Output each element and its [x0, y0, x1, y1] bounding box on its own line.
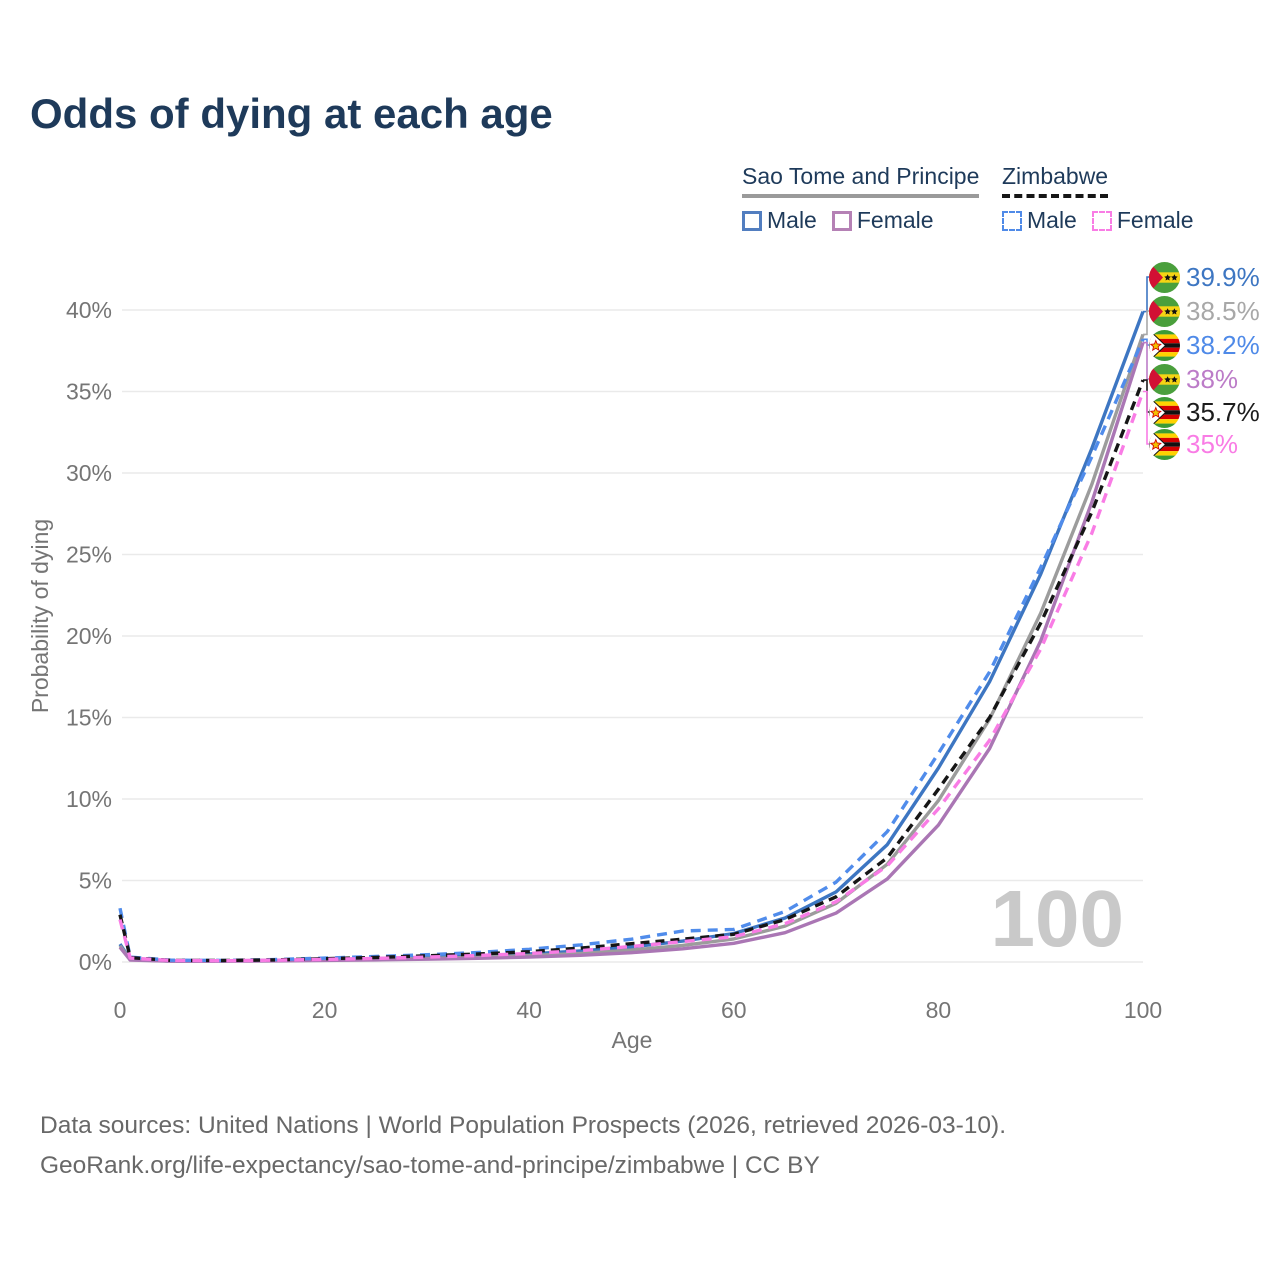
- end-label-value: 38.5%: [1186, 295, 1260, 326]
- end-label-stp-male: 39.9%: [1149, 261, 1260, 293]
- zimbabwe-flag-icon: [1149, 397, 1180, 428]
- x-tick-label: 0: [114, 997, 127, 1023]
- zimbabwe-flag-icon: [1149, 429, 1180, 460]
- x-tick-label: 40: [516, 997, 542, 1023]
- y-tick-label: 25%: [66, 542, 112, 568]
- chart-title: Odds of dying at each age: [30, 90, 553, 137]
- end-label-value: 38.2%: [1186, 329, 1260, 360]
- zimbabwe-flag-icon: [1149, 330, 1180, 361]
- x-tick-label: 20: [312, 997, 338, 1023]
- series-line-zwe_total[interactable]: [118, 379, 1145, 963]
- y-tick-label: 40%: [66, 297, 112, 323]
- legend-group-sao-tome: Sao Tome and Principe Male Female: [742, 163, 980, 234]
- sao-tome-and-principe-flag-icon: [1149, 262, 1180, 293]
- legend-item-zwe-male[interactable]: Male: [1002, 207, 1077, 234]
- end-label-stp-total: 38.5%: [1149, 295, 1260, 327]
- data-source-note: Data sources: United Nations | World Pop…: [40, 1106, 1006, 1186]
- legend-label-male: Male: [1027, 207, 1077, 233]
- end-label-value: 38%: [1186, 363, 1239, 394]
- legend-label-female: Female: [856, 207, 934, 233]
- sao-tome-and-principe-flag-icon: [1149, 296, 1180, 327]
- zwe-female-swatch[interactable]: [1091, 210, 1112, 231]
- end-label-zwe-total: 35.7%: [1149, 396, 1260, 428]
- y-tick-label: 10%: [66, 786, 112, 812]
- legend-label-female: Female: [1116, 207, 1194, 233]
- end-label-zwe-female: 35%: [1149, 428, 1238, 460]
- end-label-value: 35%: [1186, 428, 1239, 459]
- y-tick-label: 35%: [66, 379, 112, 405]
- stp-male-swatch[interactable]: [742, 210, 762, 231]
- data-source-line2: GeoRank.org/life-expectancy/sao-tome-and…: [40, 1152, 820, 1179]
- stp-female-swatch[interactable]: [831, 210, 852, 231]
- zwe-male-swatch[interactable]: [1002, 210, 1022, 231]
- x-axis-title: Age: [612, 1027, 653, 1053]
- y-axis-title: Probability of dying: [27, 519, 53, 713]
- series-line-zwe_male[interactable]: [118, 338, 1145, 963]
- legend-item-stp-male[interactable]: Male: [742, 207, 817, 234]
- data-source-line1: Data sources: United Nations | World Pop…: [40, 1112, 1007, 1139]
- x-tick-label: 60: [721, 997, 747, 1023]
- series-line-stp_total[interactable]: [118, 333, 1145, 963]
- end-label-value: 39.9%: [1186, 261, 1260, 292]
- y-tick-label: 15%: [66, 705, 112, 731]
- y-tick-label: 5%: [79, 868, 112, 894]
- series-line-zwe_female[interactable]: [118, 390, 1145, 963]
- legend-group-zimbabwe: Zimbabwe Male Female: [1002, 163, 1194, 234]
- end-label-zwe-male: 38.2%: [1149, 329, 1260, 361]
- legend-label-male: Male: [767, 207, 817, 233]
- y-tick-label: 30%: [66, 460, 112, 486]
- x-tick-label: 100: [1124, 997, 1162, 1023]
- legend-country-sao-tome[interactable]: Sao Tome and Principe: [742, 163, 980, 198]
- end-label-stp-female: 38%: [1149, 363, 1238, 395]
- age-counter-watermark: 100: [991, 874, 1124, 963]
- y-tick-label: 0%: [79, 949, 112, 975]
- sao-tome-and-principe-flag-icon: [1149, 364, 1180, 395]
- end-label-value: 35.7%: [1186, 396, 1260, 427]
- legend-item-zwe-female[interactable]: Female: [1091, 207, 1194, 234]
- legend-country-zimbabwe[interactable]: Zimbabwe: [1002, 163, 1109, 198]
- legend-item-stp-female[interactable]: Female: [831, 207, 934, 234]
- series-line-stp_female[interactable]: [118, 342, 1145, 963]
- x-tick-label: 80: [926, 997, 952, 1023]
- line-chart[interactable]: Age Probability of dying 0% 5% 10% 15% 20% 25…: [0, 0, 1280, 1080]
- y-tick-label: 20%: [66, 623, 112, 649]
